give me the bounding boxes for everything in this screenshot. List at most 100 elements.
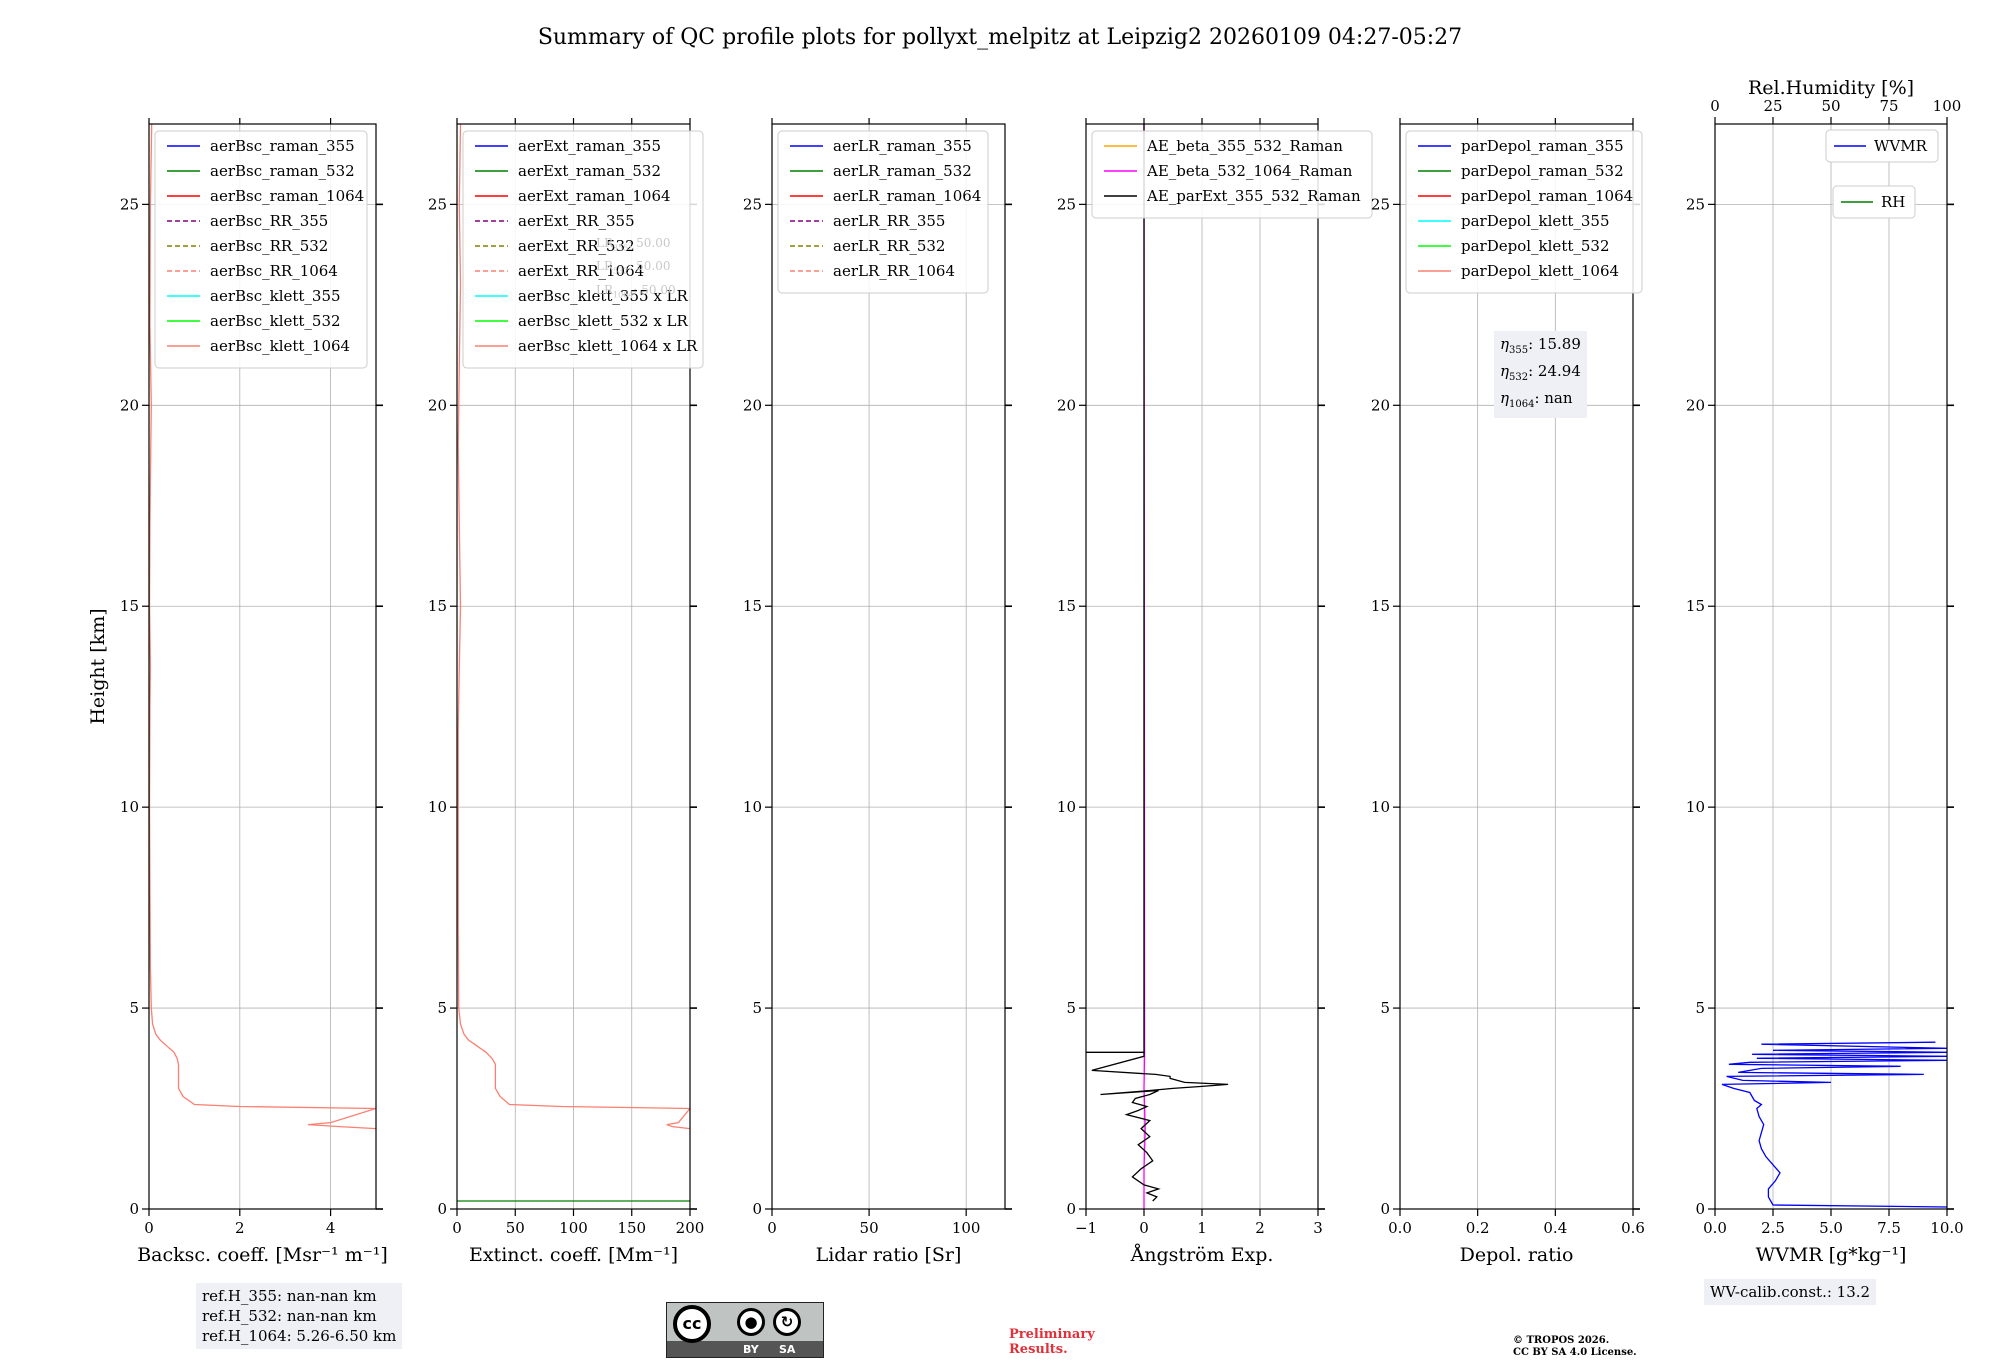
panel-backscatter: 0 5 10 15 20 25 0 2 4 Backsc. coeff. [Msr⁻¹ m⁻¹] H… bbox=[87, 118, 388, 1266]
legend-label-aerExt_RR_1064: aerExt_RR_1064 bbox=[518, 262, 644, 280]
legend-box bbox=[1405, 130, 1643, 294]
xtick-label-7.5: 7.5 bbox=[1877, 1219, 1901, 1237]
ytick-label-25: 25 bbox=[1686, 195, 1705, 213]
legend-angstrom: AE_beta_355_532_Raman AE_beta_532_1064_Ra… bbox=[1091, 130, 1373, 219]
x2tick-label-75: 75 bbox=[1879, 97, 1898, 115]
preliminary-line-1: Preliminary bbox=[1009, 1327, 1095, 1342]
lr-532: LR532: 50.00 bbox=[596, 259, 671, 276]
ytick-label-0: 0 bbox=[437, 1200, 447, 1218]
series-group bbox=[1086, 124, 1229, 1209]
xtick-label-10: 10.0 bbox=[1930, 1219, 1963, 1237]
ytick-label-20: 20 bbox=[1057, 396, 1076, 414]
ytick-label-15: 15 bbox=[1686, 597, 1705, 615]
eta-532: η532: 24.94 bbox=[1500, 362, 1581, 383]
legend-label-aerBsc_klett_355 x LR: aerBsc_klett_355 x LR bbox=[518, 287, 689, 305]
lr-note: LR355: 50.00 LR532: 50.00 LR1064: 50.00 bbox=[596, 234, 676, 304]
xtick-label-1: 1 bbox=[1197, 1219, 1207, 1237]
ytick-label-5: 5 bbox=[129, 999, 139, 1017]
x2tick-label-100: 100 bbox=[1933, 97, 1962, 115]
panel-extinction: 0 5 10 15 20 25 0 50 100 150 200 Extinct. coeff. [M… bbox=[428, 118, 704, 1266]
ytick-label-20: 20 bbox=[1686, 396, 1705, 414]
lr-355: LR355: 50.00 bbox=[596, 236, 671, 253]
ytick-label-10: 10 bbox=[1057, 798, 1076, 816]
legend-label-aerBsc_klett_532: aerBsc_klett_532 bbox=[210, 312, 341, 330]
xtick-label-4: 4 bbox=[326, 1219, 336, 1237]
xtick-label-50: 50 bbox=[506, 1219, 525, 1237]
legend-label-WVMR: WVMR bbox=[1874, 137, 1928, 155]
legend-label-aerExt_RR_355: aerExt_RR_355 bbox=[518, 212, 635, 230]
legend-label-parDepol_raman_532: parDepol_raman_532 bbox=[1461, 162, 1624, 180]
xtick-label-2: 2 bbox=[235, 1219, 245, 1237]
ytick-label-5: 5 bbox=[1380, 999, 1390, 1017]
legend-label-aerLR_RR_355: aerLR_RR_355 bbox=[833, 212, 945, 230]
legend-lidar_ratio: aerLR_raman_355 aerLR_raman_532 aerLR_rama… bbox=[777, 130, 989, 294]
legend-box bbox=[777, 130, 989, 294]
legend-depol: parDepol_raman_355 parDepol_raman_532 parD… bbox=[1405, 130, 1643, 294]
person-icon: ● bbox=[737, 1308, 765, 1336]
ytick-label-5: 5 bbox=[437, 999, 447, 1017]
xtick-label-2: 2 bbox=[1255, 1219, 1265, 1237]
ytick-label-0: 0 bbox=[1380, 1200, 1390, 1218]
share-alike-icon: ↻ bbox=[773, 1308, 801, 1336]
xtick-label-150: 150 bbox=[617, 1219, 646, 1237]
ytick-label-10: 10 bbox=[743, 798, 762, 816]
xtick-label-3: 3 bbox=[1313, 1219, 1323, 1237]
legend-label-aerLR_RR_1064: aerLR_RR_1064 bbox=[833, 262, 955, 280]
xtick-label-0: 0.0 bbox=[1703, 1219, 1727, 1237]
cc-by-label: BY bbox=[743, 1343, 759, 1356]
xtick-label--1: −1 bbox=[1075, 1219, 1097, 1237]
legend-label-aerLR_raman_355: aerLR_raman_355 bbox=[833, 137, 972, 155]
ytick-label-15: 15 bbox=[1057, 597, 1076, 615]
series-AE_parExt_355_532_Raman bbox=[1086, 1051, 1229, 1202]
legend-label-AE_beta_355_532_Raman: AE_beta_355_532_Raman bbox=[1146, 137, 1343, 155]
ytick-label-15: 15 bbox=[743, 597, 762, 615]
xtick-label-0: 0 bbox=[144, 1219, 154, 1237]
ytick-label-0: 0 bbox=[1695, 1200, 1705, 1218]
legend-label-aerLR_raman_1064: aerLR_raman_1064 bbox=[833, 187, 981, 205]
ref-height-1064: ref.H_1064: 5.26-6.50 km bbox=[202, 1327, 397, 1345]
copyright-note: © TROPOS 2026. CC BY SA 4.0 License. bbox=[1513, 1335, 1637, 1359]
xlabel-angstrom: Ångström Exp. bbox=[1130, 1244, 1274, 1266]
ytick-label-0: 0 bbox=[129, 1200, 139, 1218]
xlabel-extinction: Extinct. coeff. [Mm⁻¹] bbox=[469, 1244, 678, 1266]
legend-label-aerBsc_RR_532: aerBsc_RR_532 bbox=[210, 237, 328, 255]
legend-label-parDepol_klett_1064: parDepol_klett_1064 bbox=[1461, 262, 1619, 280]
ytick-label-20: 20 bbox=[1371, 396, 1390, 414]
xtick-label-200: 200 bbox=[676, 1219, 705, 1237]
preliminary-line-2: Results. bbox=[1009, 1342, 1068, 1357]
ytick-label-10: 10 bbox=[120, 798, 139, 816]
ytick-label-0: 0 bbox=[752, 1200, 762, 1218]
cc-license-badge: cc ● ↻ BY SA bbox=[666, 1302, 824, 1358]
ytick-label-25: 25 bbox=[1371, 195, 1390, 213]
copyright-line-1: © TROPOS 2026. bbox=[1513, 1335, 1610, 1346]
legend-RH: RH bbox=[1832, 185, 1916, 219]
ytick-label-25: 25 bbox=[743, 195, 762, 213]
xtick-label-2.5: 2.5 bbox=[1761, 1219, 1785, 1237]
xtick-label-0: 0 bbox=[452, 1219, 462, 1237]
legend-label-aerBsc_klett_1064 x LR: aerBsc_klett_1064 x LR bbox=[518, 337, 698, 355]
legend-label-aerBsc_RR_355: aerBsc_RR_355 bbox=[210, 212, 328, 230]
xtick-label-0.2: 0.2 bbox=[1466, 1219, 1490, 1237]
ref-height-532: ref.H_532: nan-nan km bbox=[202, 1307, 377, 1325]
legend-extinction: aerExt_raman_355 aerExt_raman_532 aerExt_r… bbox=[462, 130, 704, 369]
xlabel-lidar_ratio: Lidar ratio [Sr] bbox=[816, 1244, 962, 1266]
xtick-label-0: 0 bbox=[767, 1219, 777, 1237]
wv-calib-box: WV-calib.const.: 13.2 bbox=[1704, 1279, 1877, 1305]
series-aerBsc_klett_1064 bbox=[149, 124, 376, 1130]
panel-lidar_ratio: 0 5 10 15 20 25 0 50 100 Lidar ratio [Sr] aerLR_ra… bbox=[743, 118, 1012, 1266]
copyright-line-2: CC BY SA 4.0 License. bbox=[1513, 1347, 1637, 1358]
x2tick-label-25: 25 bbox=[1763, 97, 1782, 115]
ytick-label-20: 20 bbox=[743, 396, 762, 414]
legend-label-aerBsc_raman_355: aerBsc_raman_355 bbox=[210, 137, 355, 155]
ref-height-box: ref.H_355: nan-nan km ref.H_532: nan-nan… bbox=[196, 1283, 403, 1349]
ref-height-355: ref.H_355: nan-nan km bbox=[202, 1287, 377, 1305]
ytick-label-25: 25 bbox=[1057, 195, 1076, 213]
legend-box bbox=[462, 130, 704, 369]
xtick-label-0.6: 0.6 bbox=[1621, 1219, 1645, 1237]
legend-label-AE_parExt_355_532_Raman: AE_parExt_355_532_Raman bbox=[1146, 187, 1361, 205]
legend-label-parDepol_raman_1064: parDepol_raman_1064 bbox=[1461, 187, 1633, 205]
ylabel: Height [km] bbox=[87, 608, 109, 724]
legend-label-aerBsc_RR_1064: aerBsc_RR_1064 bbox=[210, 262, 338, 280]
